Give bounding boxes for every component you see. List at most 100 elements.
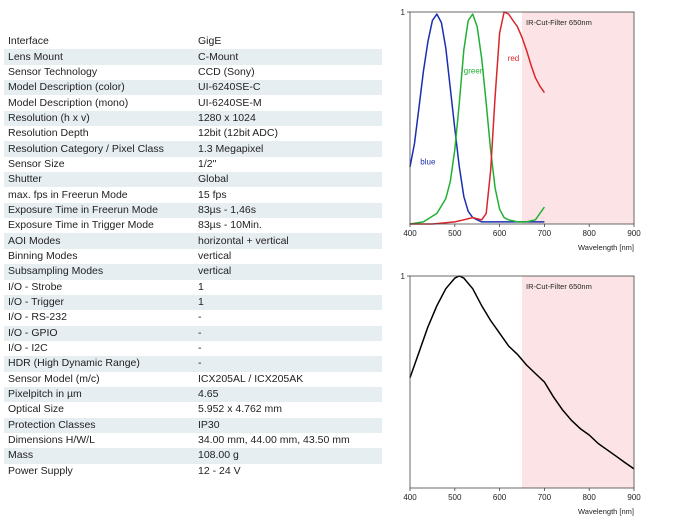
spec-row: Lens Mount C-Mount: [4, 49, 382, 65]
spec-label: Pixelpitch in µm: [4, 386, 194, 403]
spec-row: Sensor Technology CCD (Sony): [4, 64, 382, 81]
x-tick-label: 900: [627, 493, 641, 502]
spec-value: 1: [194, 294, 382, 311]
spec-row: Exposure Time in Trigger Mode 83µs - 10Mi…: [4, 218, 382, 234]
spec-value: -: [194, 340, 382, 357]
spec-row: Optical Size 5.952 x 4.762 mm: [4, 402, 382, 418]
spec-row: Resolution (h x v) 1280 x 1024: [4, 110, 382, 127]
spec-label: Shutter: [4, 172, 194, 188]
spec-row: I/O - RS-232-: [4, 310, 382, 326]
spec-label: Sensor Model (m/c): [4, 371, 194, 387]
spec-row: Pixelpitch in µm 4.65: [4, 386, 382, 403]
spec-label: Power Supply: [4, 463, 194, 479]
x-tick-label: 600: [493, 493, 507, 502]
series-line-response: [409, 275, 635, 470]
spec-row: Model Description (mono) UI-6240SE-M: [4, 95, 382, 111]
spec-label: Resolution (h x v): [4, 110, 194, 127]
x-tick-label: 700: [538, 493, 552, 502]
spec-label: Resolution Depth: [4, 126, 194, 142]
spec-label: HDR (High Dynamic Range): [4, 356, 194, 372]
ir-cut-filter-band: [522, 12, 634, 224]
spec-label: Model Description (color): [4, 80, 194, 96]
spec-value: IP30: [194, 417, 382, 433]
spec-label: I/O - RS-232: [4, 310, 194, 326]
spec-row: max. fps in Freerun Mode 15 fps: [4, 187, 382, 203]
spec-label: Sensor Size: [4, 156, 194, 173]
spec-label: I/O - GPIO: [4, 325, 194, 341]
spec-row: HDR (High Dynamic Range) -: [4, 356, 382, 372]
spec-value: 1/2": [194, 156, 382, 173]
y-tick-label: 1: [401, 272, 406, 281]
spec-row: Dimensions H/W/L 34.00 mm, 44.00 mm, 43.5…: [4, 432, 382, 449]
spec-value: vertical: [194, 264, 382, 280]
spec-label: AOI Modes: [4, 233, 194, 249]
spec-label: Optical Size: [4, 402, 194, 418]
spec-value: 12bit (12bit ADC): [194, 126, 382, 142]
spec-row: Resolution Category / Pixel Class 1.3 Meg…: [4, 141, 382, 157]
spec-row: Power Supply 12 - 24 V: [4, 463, 382, 479]
x-tick-label: 800: [583, 493, 597, 502]
spec-value: UI-6240SE-C: [194, 80, 382, 96]
series-line-blue: [409, 13, 545, 223]
sensitivity-chart-mono: IR-Cut-Filter 650nm 400 500 600 700 800 900 1 Wa…: [401, 272, 642, 516]
spec-table: Interface GigE Lens Mount C-Mount Sensor Tec…: [4, 34, 382, 479]
spec-row: I/O - Trigger 1: [4, 294, 382, 311]
spec-value: ICX205AL / ICX205AK: [194, 371, 382, 387]
spec-value: 108.00 g: [194, 448, 382, 464]
spec-row: Model Description (color) UI-6240SE-C: [4, 80, 382, 96]
spec-row: Binning Modes vertical: [4, 248, 382, 265]
plot-frame: [409, 275, 635, 489]
spec-row: Shutter Global: [4, 172, 382, 188]
x-tick-label: 500: [448, 229, 462, 238]
spec-label: Mass: [4, 448, 194, 464]
spec-label: Binning Modes: [4, 248, 194, 265]
spec-value: UI-6240SE-M: [194, 95, 382, 111]
series-label-blue: blue: [420, 158, 436, 167]
spec-value: -: [194, 310, 382, 326]
spec-label: Sensor Technology: [4, 64, 194, 81]
spec-label: Interface: [4, 34, 194, 50]
x-tick-label: 400: [403, 493, 417, 502]
spec-value: 34.00 mm, 44.00 mm, 43.50 mm: [194, 432, 382, 449]
series-line-red: [410, 11, 546, 225]
x-tick-label: 600: [493, 229, 507, 238]
spec-value: 1.3 Megapixel: [194, 141, 382, 157]
spec-value: 5.952 x 4.762 mm: [194, 402, 382, 418]
spec-value: 15 fps: [194, 187, 382, 203]
spec-value: horizontal + vertical: [194, 233, 382, 249]
spec-row: Mass 108.00 g: [4, 448, 382, 464]
spec-value: Global: [194, 172, 382, 188]
spec-value: GigE: [194, 34, 382, 50]
plot-frame: [409, 11, 635, 225]
spec-label: Subsampling Modes: [4, 264, 194, 280]
spec-label: Exposure Time in Freerun Mode: [4, 202, 194, 219]
spec-row: I/O - I2C -: [4, 340, 382, 357]
spec-label: Lens Mount: [4, 49, 194, 65]
spec-value: 4.65: [194, 386, 382, 403]
spec-value: -: [194, 356, 382, 372]
spec-value: 1280 x 1024: [194, 110, 382, 127]
spec-label: Resolution Category / Pixel Class: [4, 141, 194, 157]
spec-label: Protection Classes: [4, 417, 194, 433]
series-label-green: green: [464, 66, 484, 75]
spec-value: CCD (Sony): [194, 64, 382, 81]
x-tick-label: 900: [627, 229, 641, 238]
x-tick-label: 700: [538, 229, 552, 238]
ir-cut-filter-label: IR-Cut-Filter 650nm: [526, 282, 592, 291]
spec-value: 12 - 24 V: [194, 463, 382, 479]
spec-value: 83µs - 1,46s: [194, 202, 382, 219]
spec-row: I/O - GPIO -: [4, 325, 382, 341]
spec-table-body: Interface GigE Lens Mount C-Mount Sensor Tec…: [4, 34, 382, 479]
y-tick-label: 1: [401, 8, 406, 17]
spec-row: Exposure Time in Freerun Mode 83µs - 1,46…: [4, 202, 382, 219]
ir-cut-filter-band: [522, 276, 634, 488]
spec-row: Interface GigE: [4, 34, 382, 50]
spec-value: vertical: [194, 248, 382, 265]
spec-row: AOI Modes horizontal + vertical: [4, 233, 382, 249]
spec-value: C-Mount: [194, 49, 382, 65]
spec-row: Resolution Depth 12bit (12bit ADC): [4, 126, 382, 142]
series-line-green: [409, 13, 546, 225]
spec-label: I/O - Strobe: [4, 279, 194, 295]
series-label-red: red: [508, 54, 520, 63]
x-tick-label: 800: [583, 229, 597, 238]
